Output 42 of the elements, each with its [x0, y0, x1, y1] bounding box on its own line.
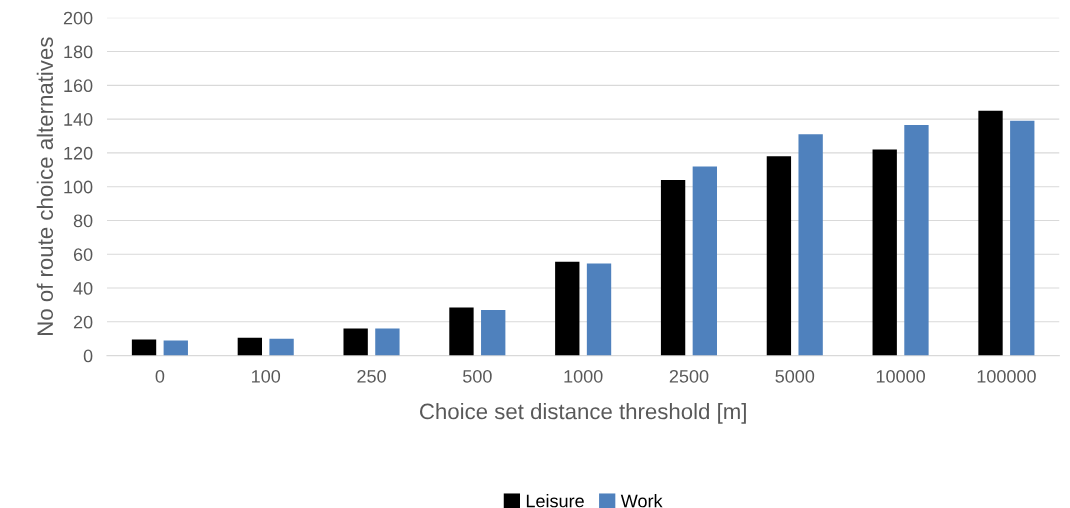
bar: [1010, 120, 1035, 356]
x-axis-title: Choice set distance threshold [m]: [420, 402, 746, 424]
bar: [481, 309, 506, 356]
bar: [978, 110, 1003, 356]
y-tick-label: 140: [64, 113, 93, 126]
y-tick-label: 80: [73, 214, 93, 228]
legend-label: Leisure: [526, 494, 584, 508]
x-tick-label: 10000: [876, 369, 925, 383]
bar: [269, 338, 294, 356]
x-tick-label: 500: [463, 369, 492, 383]
y-tick-label: 180: [64, 45, 93, 59]
x-tick-label: 1000: [564, 369, 603, 383]
x-tick-label: 250: [357, 369, 386, 383]
y-tick-label: 0: [83, 349, 93, 363]
bar: [660, 179, 686, 356]
x-tick-label: 5000: [775, 369, 815, 383]
y-axis-title: No of route choice alternatives: [36, 37, 54, 335]
bar: [692, 166, 717, 356]
bar: [555, 261, 580, 356]
y-tick-label: 200: [63, 11, 93, 25]
bar: [131, 339, 157, 356]
bar: [766, 156, 792, 356]
legend-label: Work: [620, 494, 663, 508]
bar: [798, 134, 823, 356]
x-tick-label: 100000: [977, 369, 1036, 383]
y-tick-label: 40: [73, 281, 93, 295]
x-tick-label: 2500: [669, 369, 709, 383]
bar: [586, 263, 612, 356]
x-tick-label: 100: [252, 369, 281, 383]
bar: [343, 328, 368, 356]
bar: [375, 328, 400, 356]
y-tick-label: 100: [64, 180, 93, 194]
bar: [449, 307, 474, 356]
y-tick-label: 120: [64, 146, 93, 160]
bar: [237, 337, 263, 356]
bar: [163, 340, 188, 356]
y-tick-label: 20: [73, 315, 93, 329]
y-tick-label: 160: [64, 79, 93, 93]
y-tick-label: 60: [73, 248, 93, 261]
bar: [872, 149, 897, 356]
bar: [904, 125, 929, 356]
x-tick-label: 0: [155, 369, 165, 383]
